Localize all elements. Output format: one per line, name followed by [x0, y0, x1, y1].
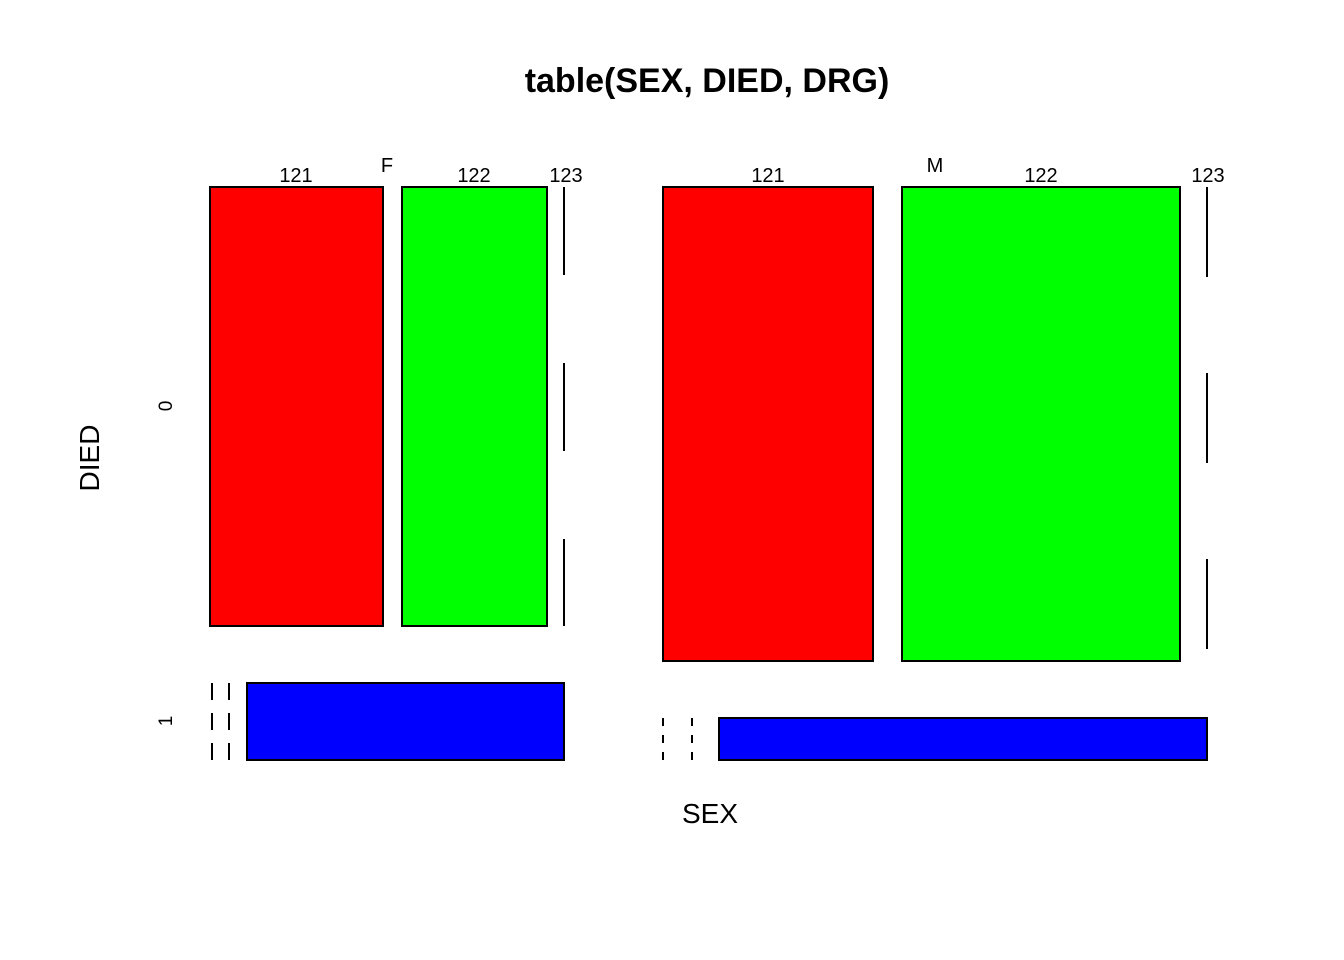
- x-axis-title: SEX: [682, 798, 738, 829]
- cell-M-died1-drg123: [718, 717, 1208, 761]
- cell-F-died1-drg123: [246, 682, 565, 761]
- drg-label-F-123: 123: [549, 165, 582, 187]
- y-axis-title: DIED: [74, 425, 105, 492]
- y-level-label-1: 1: [156, 716, 177, 727]
- drg-label-F-122: 122: [457, 165, 490, 187]
- cell-M-died0-drg121: [662, 186, 874, 662]
- plot-title: table(SEX, DIED, DRG): [525, 62, 890, 100]
- cell-F-died0-drg122: [401, 186, 548, 627]
- x-level-label-F: F: [381, 155, 393, 177]
- cell-M-died0-drg122: [901, 186, 1181, 662]
- drg-label-M-121: 121: [751, 165, 784, 187]
- x-level-label-M: M: [927, 155, 944, 177]
- drg-label-F-121: 121: [279, 165, 312, 187]
- y-level-label-0: 0: [156, 401, 177, 412]
- drg-label-M-123: 123: [1191, 165, 1224, 187]
- drg-label-M-122: 122: [1024, 165, 1057, 187]
- cell-F-died0-drg121: [209, 186, 384, 627]
